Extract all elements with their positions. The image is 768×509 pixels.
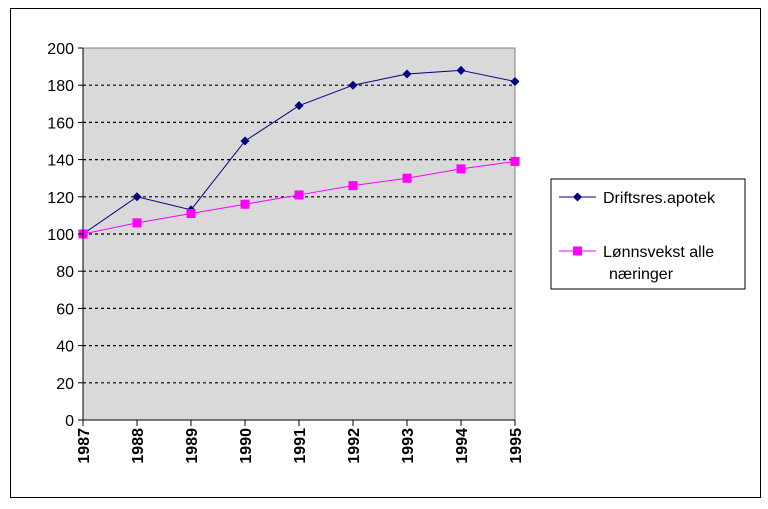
- y-tick-label-160: 160: [47, 115, 74, 132]
- y-tick-label-20: 20: [56, 376, 74, 393]
- series-1-point-1988: [132, 218, 142, 228]
- x-tick-label-1995: 1995: [508, 428, 525, 464]
- y-tick-label-200: 200: [47, 41, 74, 58]
- series-0-point-1990: [240, 136, 250, 146]
- x-tick-label-1994: 1994: [454, 428, 471, 464]
- y-tick-label-140: 140: [47, 153, 74, 170]
- x-tick-label-1991: 1991: [292, 428, 309, 464]
- series-1-point-1993: [402, 173, 412, 183]
- legend-label-driftsres: Driftsres.apotek: [603, 190, 716, 207]
- legend-label-lonnsvekst-line2: næringer: [609, 266, 674, 283]
- y-tick-label-100: 100: [47, 227, 74, 244]
- series-0-point-1995: [510, 76, 520, 86]
- x-tick-label-1988: 1988: [130, 428, 147, 464]
- legend-marker-driftsres: [573, 192, 582, 202]
- series-0-point-1988: [132, 192, 142, 202]
- series-1-point-1995: [510, 156, 520, 166]
- x-tick-label-1993: 1993: [400, 428, 417, 464]
- y-tick-label-180: 180: [47, 78, 74, 95]
- series-1-point-1994: [456, 164, 466, 174]
- series-1-point-1990: [240, 199, 250, 209]
- x-tick-label-1992: 1992: [346, 428, 363, 464]
- series-0-point-1991: [294, 101, 304, 111]
- y-tick-label-0: 0: [65, 413, 74, 430]
- series-0-point-1994: [456, 65, 466, 75]
- x-tick-label-1989: 1989: [184, 428, 201, 464]
- y-tick-label-80: 80: [56, 264, 74, 281]
- series-0-point-1992: [348, 80, 358, 90]
- series-0-point-1993: [402, 69, 412, 79]
- legend-label-lonnsvekst-line1: Lønnsvekst alle: [603, 244, 714, 261]
- x-tick-label-1987: 1987: [76, 428, 93, 464]
- series-1-point-1991: [294, 190, 304, 200]
- y-tick-label-40: 40: [56, 339, 74, 356]
- y-tick-label-120: 120: [47, 190, 74, 207]
- x-tick-label-1990: 1990: [238, 428, 255, 464]
- series-1-point-1992: [348, 181, 358, 191]
- legend-marker-lonnsvekst: [573, 246, 582, 256]
- y-tick-label-60: 60: [56, 301, 74, 318]
- series-1-point-1989: [186, 209, 196, 219]
